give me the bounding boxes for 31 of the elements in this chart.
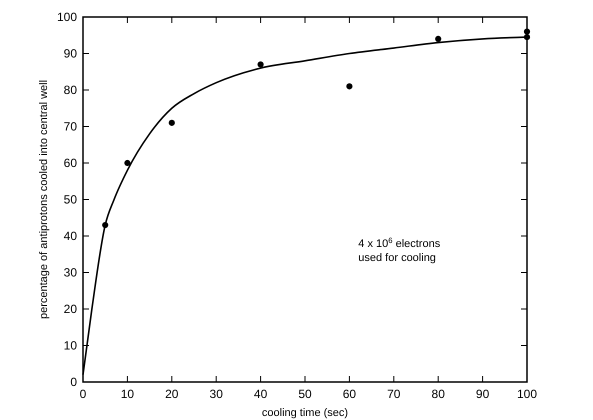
- y-tick-label: 70: [64, 120, 78, 134]
- x-tick-label: 80: [432, 387, 446, 401]
- annotation: 4 x 10$^{6}$ electrons used for cooling: [358, 235, 441, 264]
- y-axis-title: percentage of antiprotons cooled into central well: [38, 80, 50, 320]
- x-tick-label: 0: [80, 387, 87, 401]
- y-tick-label: 40: [64, 229, 78, 243]
- x-tick-label: 20: [165, 387, 179, 401]
- y-tick-label: 100: [56, 10, 78, 24]
- y-tick-label: 50: [64, 192, 78, 206]
- y-tick-label: 20: [64, 302, 78, 316]
- y-tick-label: 80: [64, 83, 78, 97]
- x-tick-label: 60: [342, 387, 356, 401]
- point: [258, 61, 264, 68]
- x-tick-label: 50: [298, 387, 312, 401]
- y-tick-label: 0: [70, 375, 78, 389]
- point: [346, 83, 352, 90]
- x-tick-label: 70: [387, 387, 401, 401]
- point: [168, 120, 175, 126]
- x-axis-title: cooling time (sec): [262, 407, 348, 419]
- x-tick-label: 90: [476, 387, 490, 401]
- y-tick-label: 10: [64, 338, 78, 352]
- point: [124, 160, 130, 166]
- x-tick-label: 40: [254, 387, 268, 401]
- x-tick-label: 100: [516, 387, 538, 401]
- x-tick-label: 10: [120, 387, 134, 401]
- y-tick-label: 60: [64, 156, 78, 170]
- point: [435, 36, 442, 42]
- y-tick-label: 90: [64, 46, 78, 60]
- point: [524, 28, 530, 35]
- y-tick-label: 30: [64, 266, 78, 280]
- x-tick-label: 30: [210, 387, 224, 401]
